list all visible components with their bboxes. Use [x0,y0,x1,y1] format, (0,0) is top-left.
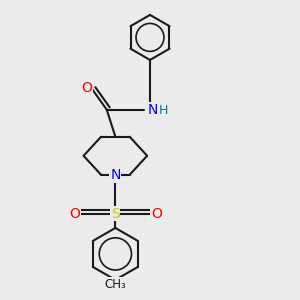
Text: S: S [111,206,120,220]
Text: O: O [81,81,92,95]
Text: N: N [110,168,121,182]
Text: O: O [151,206,162,220]
Text: H: H [159,104,169,117]
Text: O: O [69,206,80,220]
Text: CH₃: CH₃ [104,278,126,291]
Text: N: N [148,103,158,117]
